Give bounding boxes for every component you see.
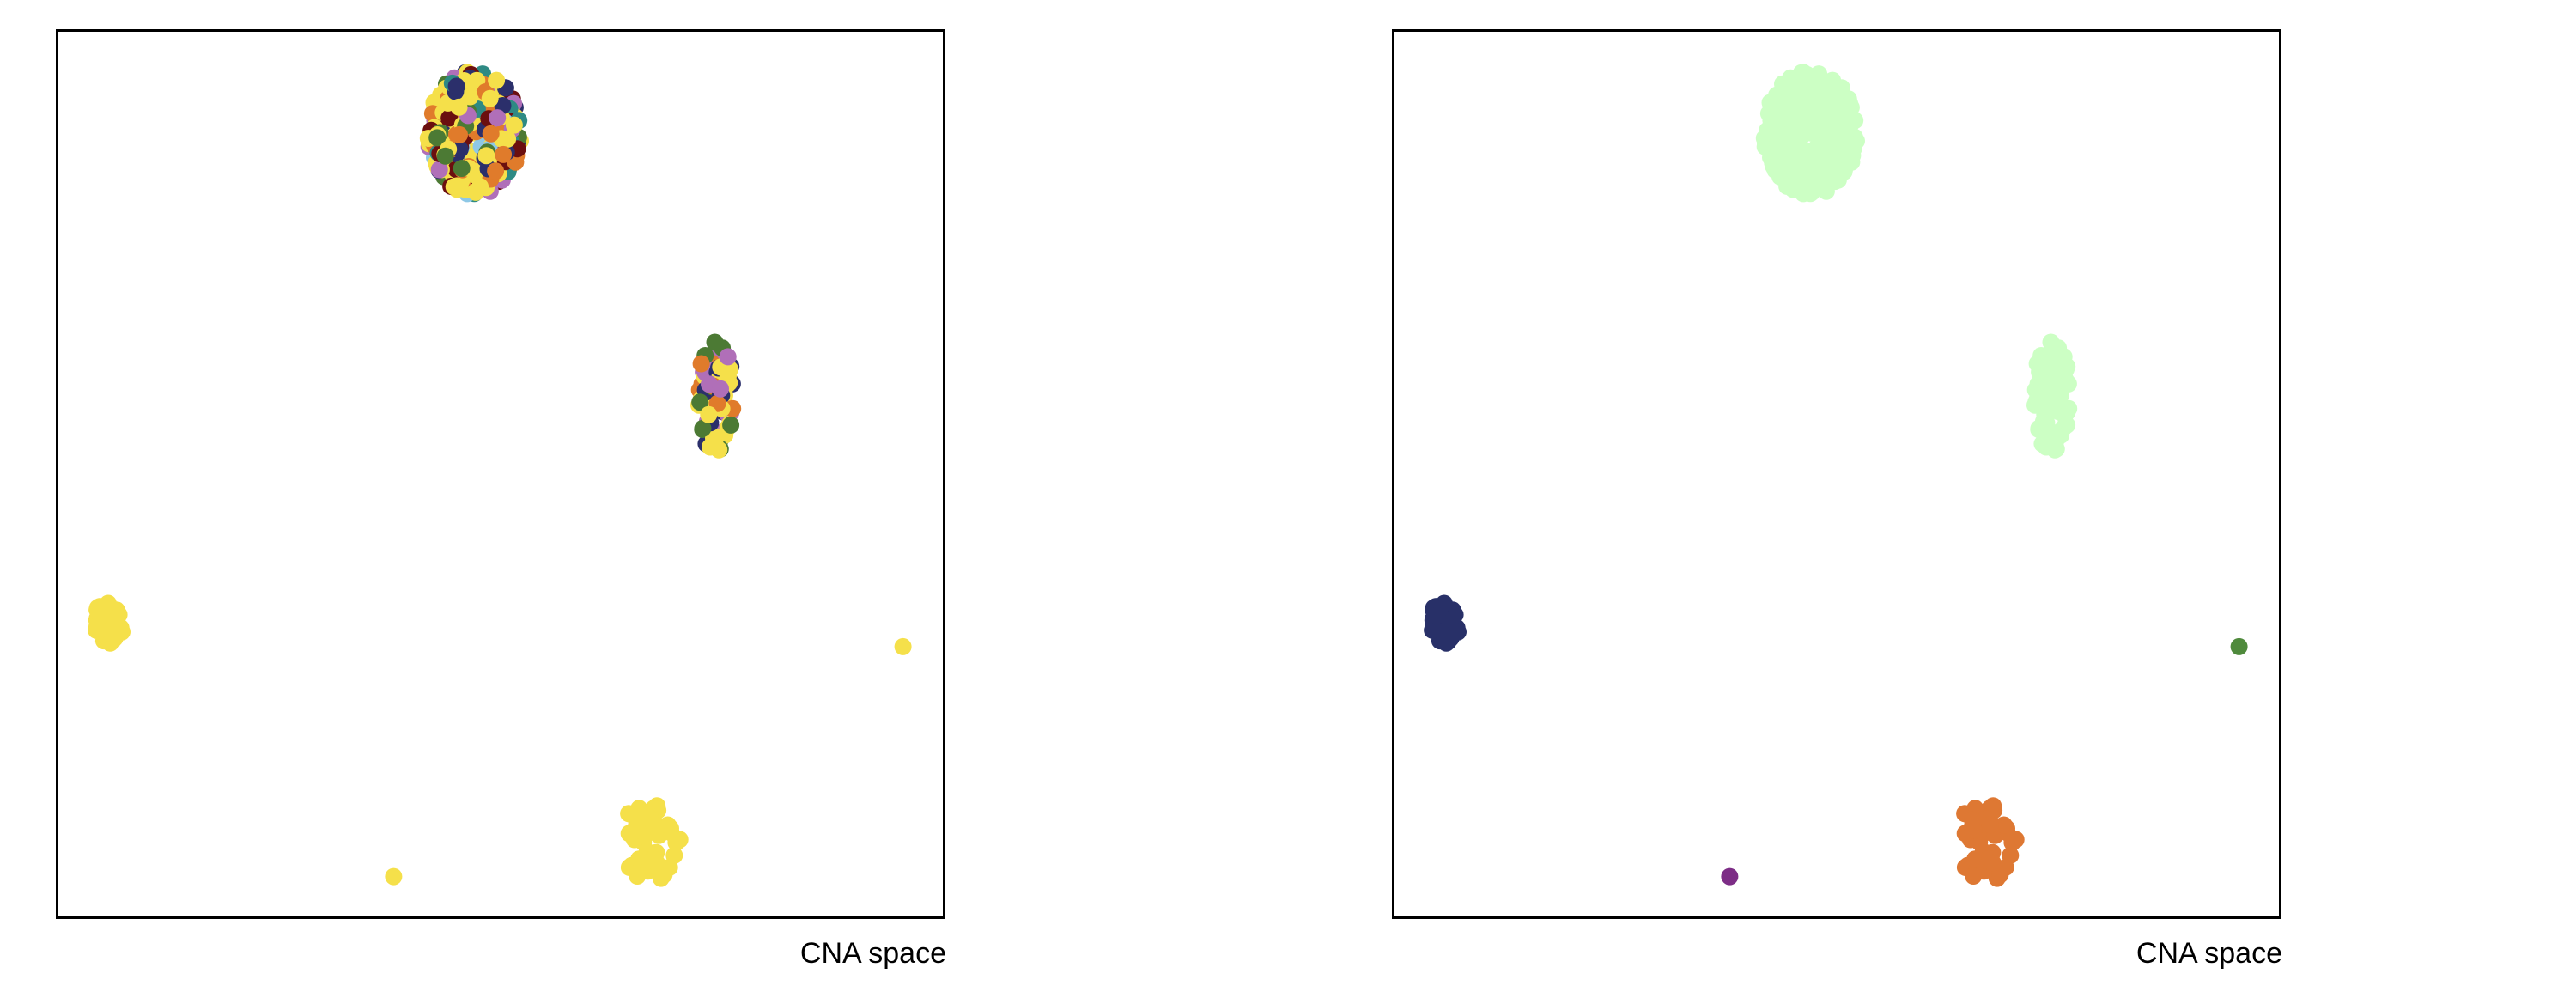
scatter-right-point xyxy=(1721,867,1739,886)
scatter-right-point xyxy=(1981,816,1999,834)
scatter-left-point xyxy=(447,77,465,95)
scatter-right-point xyxy=(1818,125,1836,143)
scatter-left-point xyxy=(481,89,499,107)
scatter-left-point xyxy=(645,816,663,834)
scatter-left-point xyxy=(428,129,447,147)
scatter-right-point xyxy=(1765,129,1783,147)
scatter-right-point xyxy=(1817,89,1835,107)
scatter-right-point xyxy=(2027,393,2045,411)
scatter-right-point xyxy=(1807,178,1826,196)
scatter-right-point xyxy=(1797,88,1815,106)
scatter-left-point xyxy=(451,125,468,143)
scatter-right-point xyxy=(1814,147,1832,165)
scatter-right-point xyxy=(1789,160,1807,177)
scatter-right-point xyxy=(2036,405,2054,423)
scatter-left-point xyxy=(440,109,459,127)
scatter-right-point xyxy=(1777,109,1795,127)
scatter-left-point xyxy=(719,348,737,366)
scatter-left-point xyxy=(659,816,677,834)
scatter-left-point xyxy=(628,811,645,829)
scatter-plot-left xyxy=(56,29,945,919)
scatter-left-point xyxy=(436,147,454,165)
scatter-right-point xyxy=(1841,116,1859,134)
scatter-right-point xyxy=(1995,816,2013,834)
scatter-left-point xyxy=(700,405,718,423)
scatter-left-point xyxy=(113,623,131,641)
scatter-left-point xyxy=(92,606,110,624)
scatter-right-point xyxy=(1784,177,1802,195)
scatter-plot-right-canvas xyxy=(1424,64,2248,887)
scatter-left-point xyxy=(465,73,483,91)
scatter-right-point xyxy=(2230,637,2248,655)
scatter-right-point xyxy=(1428,606,1446,624)
scatter-right-point xyxy=(1965,867,1983,885)
scatter-right-point xyxy=(1766,161,1784,179)
scatter-right-point xyxy=(1801,73,1820,91)
scatter-left-point xyxy=(495,145,513,163)
x-axis-label-left: CNA space xyxy=(799,937,946,970)
scatter-left-point xyxy=(629,867,647,885)
scatter-left-point xyxy=(450,98,468,116)
scatter-left-point xyxy=(453,160,471,177)
scatter-left-point xyxy=(722,416,740,434)
scatter-left-point xyxy=(488,71,506,89)
scatter-left-point xyxy=(448,177,466,195)
scatter-right-point xyxy=(1824,71,1842,89)
scatter-left-point xyxy=(894,637,912,655)
scatter-plot-left-canvas xyxy=(88,64,912,887)
scatter-right-point xyxy=(1783,77,1801,95)
scatter-right-point xyxy=(2003,834,2021,851)
scatter-left-point xyxy=(647,854,665,872)
scatter-right-point xyxy=(1449,623,1467,641)
scatter-left-point xyxy=(694,419,712,437)
scatter-left-point xyxy=(482,125,500,143)
scatter-left-point xyxy=(691,393,709,411)
scatter-left-point xyxy=(461,88,479,106)
scatter-left-point xyxy=(487,162,505,180)
scatter-plot-right xyxy=(1392,29,2281,919)
scatter-left-point xyxy=(385,867,403,886)
scatter-left-point xyxy=(692,355,710,373)
scatter-left-point xyxy=(505,116,523,134)
scatter-right-point xyxy=(1786,98,1804,116)
scatter-right-point xyxy=(1984,854,2002,872)
scatter-left-point xyxy=(430,161,448,179)
scatter-left-point xyxy=(712,380,729,398)
scatter-right-point xyxy=(2055,348,2073,366)
scatter-left-point xyxy=(489,109,507,127)
scatter-right-point xyxy=(1964,811,1981,829)
scatter-left-point xyxy=(471,178,489,196)
scatter-right-point xyxy=(1825,109,1843,127)
scatter-right-point xyxy=(2028,355,2046,373)
scatter-left-point xyxy=(667,834,685,851)
scatter-right-point xyxy=(1787,125,1804,143)
scatter-right-point xyxy=(2058,416,2076,434)
scatter-right-point xyxy=(2030,419,2048,437)
x-axis-label-right: CNA space xyxy=(2136,937,2282,970)
scatter-right-point xyxy=(1772,147,1790,165)
scatter-right-point xyxy=(2046,441,2064,459)
scatter-right-point xyxy=(2048,380,2065,398)
scatter-right-point xyxy=(1823,162,1841,180)
scatter-left-point xyxy=(477,147,495,165)
scatter-right-point xyxy=(1831,145,1849,163)
scatter-left-point xyxy=(710,441,728,459)
